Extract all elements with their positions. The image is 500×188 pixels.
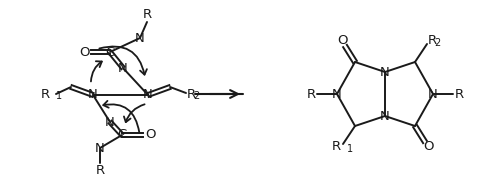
Text: 1: 1	[56, 91, 62, 101]
Text: N: N	[332, 87, 342, 101]
Text: R: R	[142, 8, 152, 21]
Text: R: R	[96, 164, 104, 177]
Text: N: N	[380, 109, 390, 123]
Text: N: N	[380, 65, 390, 79]
Text: R: R	[332, 140, 341, 153]
Text: O: O	[145, 129, 155, 142]
Text: N: N	[428, 87, 438, 101]
Text: 2: 2	[193, 91, 199, 101]
FancyArrowPatch shape	[104, 101, 140, 133]
FancyArrowPatch shape	[100, 46, 147, 75]
Text: N: N	[95, 142, 105, 155]
Text: O: O	[79, 45, 89, 58]
Text: R: R	[454, 87, 464, 101]
Text: C: C	[118, 129, 126, 142]
Text: O: O	[423, 140, 433, 153]
Text: N: N	[143, 89, 153, 102]
Text: R: R	[428, 35, 437, 48]
Text: N: N	[105, 115, 115, 129]
Text: N: N	[135, 32, 145, 45]
Text: R: R	[41, 87, 50, 101]
Text: 1: 1	[347, 144, 353, 154]
Text: O: O	[337, 35, 347, 48]
Text: C: C	[106, 45, 114, 58]
Text: N: N	[118, 61, 128, 74]
Text: 2: 2	[434, 38, 440, 48]
Text: N: N	[88, 89, 98, 102]
FancyArrowPatch shape	[91, 61, 102, 81]
Text: R: R	[306, 87, 316, 101]
FancyArrowPatch shape	[124, 104, 144, 122]
Text: R: R	[187, 87, 196, 101]
